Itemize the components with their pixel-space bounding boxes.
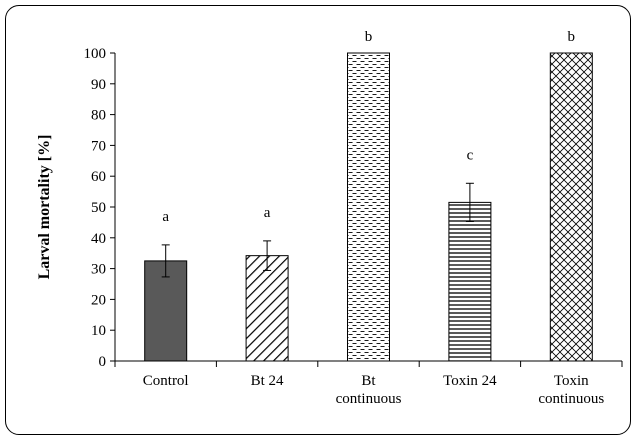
y-tick-label: 20 (91, 292, 106, 308)
y-tick-label: 30 (91, 262, 106, 278)
x-tick-label: Bt 24 (251, 373, 284, 389)
significance-letter: b (365, 29, 373, 45)
y-axis: 0 10 20 30 40 50 60 70 80 90 100 (84, 46, 116, 370)
bar-chart: Larval mortality [%] 0 10 20 30 40 50 60 70 80 90… (36, 29, 623, 407)
x-axis: Control Bt 24 Bt continuous Toxin 24 Toxin con… (114, 360, 623, 407)
bar (549, 52, 593, 362)
y-tick-label: 100 (84, 46, 107, 62)
y-tick-label: 50 (91, 200, 106, 216)
bar (245, 255, 289, 362)
x-tick-label: continuous (538, 391, 604, 407)
x-tick-label: Toxin (554, 373, 589, 389)
y-axis-title: Larval mortality [%] (36, 135, 53, 280)
bar (347, 52, 390, 362)
y-tick-label: 0 (99, 354, 107, 370)
significance-letter: a (162, 209, 169, 225)
y-tick-label: 90 (91, 77, 106, 93)
bars: a a b c b (144, 29, 593, 362)
x-tick-label: Toxin 24 (443, 373, 497, 389)
x-tick-label: Bt (361, 373, 376, 389)
significance-letter: c (467, 147, 474, 163)
y-tick-label: 60 (91, 169, 106, 185)
y-tick-label: 10 (91, 323, 106, 339)
significance-letter: a (264, 205, 271, 221)
y-tick-label: 40 (91, 231, 106, 247)
x-tick-label: Control (143, 373, 189, 389)
y-tick-label: 70 (91, 138, 106, 154)
y-tick-label: 80 (91, 108, 106, 124)
significance-letter: b (568, 29, 576, 45)
bar (448, 201, 492, 362)
x-tick-label: continuous (336, 391, 402, 407)
